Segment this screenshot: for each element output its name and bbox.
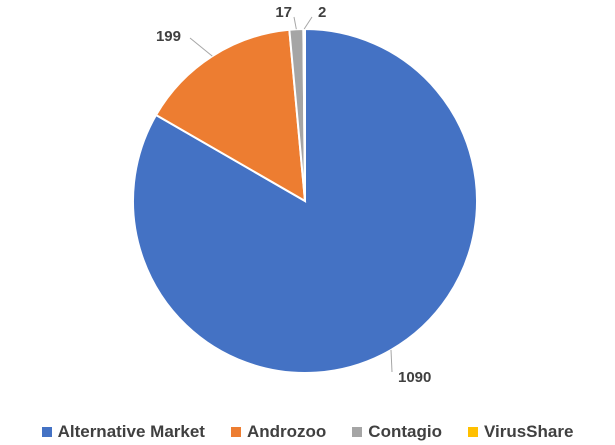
pie-slices: [132, 27, 478, 374]
leader-lines: [189, 16, 393, 373]
legend-swatch: [230, 427, 241, 437]
leader-line-0: [390, 349, 393, 373]
data-labels: 1090 199 17 2: [156, 4, 431, 386]
data-label-androzoo: 199: [156, 28, 181, 45]
legend-swatch: [467, 427, 478, 437]
data-label-alternative-market: 1090: [398, 369, 431, 386]
leader-line-1: [189, 37, 213, 57]
data-label-virusshare: 2: [318, 4, 326, 21]
leader-line-3: [303, 16, 313, 30]
legend-item-contagio: Contagio: [352, 422, 442, 442]
legend-item-androzoo: Androzoo: [230, 422, 327, 442]
legend-label: VirusShare: [483, 422, 574, 441]
legend-item-alternative-market: Alternative Market: [41, 422, 205, 442]
leader-line-2: [293, 16, 297, 30]
legend-label: Androzoo: [246, 422, 327, 441]
legend-item-virusshare: VirusShare: [467, 422, 574, 442]
legend-swatch: [352, 427, 363, 437]
pie-slice-androzoo: [154, 28, 307, 203]
legend-label: Contagio: [368, 422, 442, 441]
legend-swatch: [41, 427, 52, 437]
legend: Alternative Market Androzoo Contagio VirusS…: [0, 420, 615, 444]
legend-label: Alternative Market: [57, 422, 205, 441]
data-label-contagio: 17: [275, 4, 292, 21]
